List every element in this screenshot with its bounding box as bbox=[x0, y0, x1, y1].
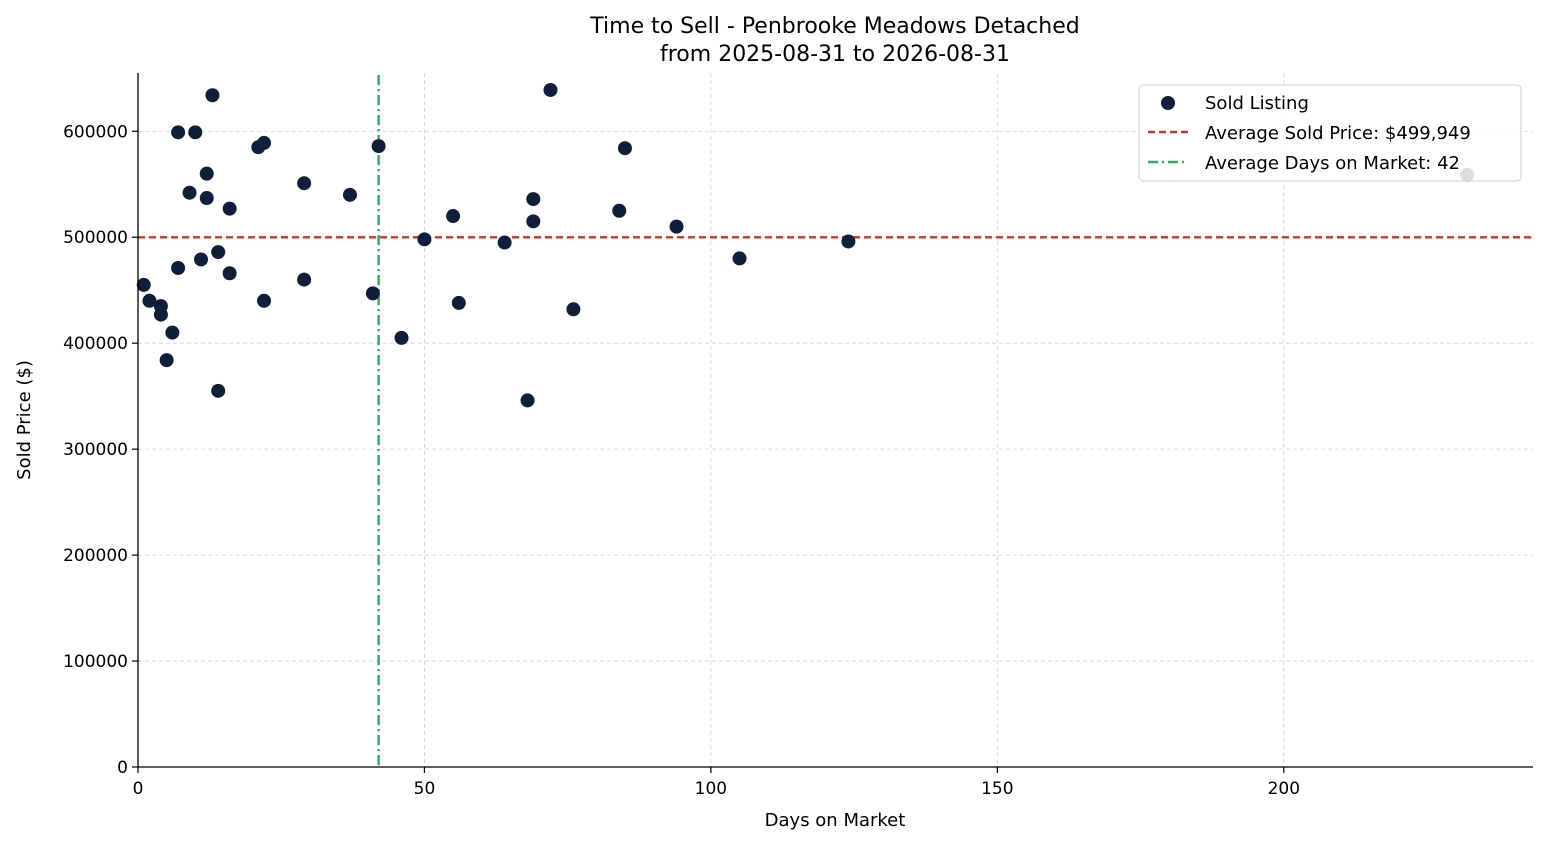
data-point bbox=[543, 82, 558, 97]
y-tick-label: 600000 bbox=[63, 122, 128, 142]
data-point bbox=[142, 293, 157, 308]
data-point bbox=[199, 166, 214, 181]
y-tick-label: 400000 bbox=[63, 334, 128, 354]
x-axis-ticks: 0 50 100 150 200 bbox=[133, 767, 1300, 799]
data-point bbox=[194, 252, 209, 267]
y-tick-label: 0 bbox=[117, 758, 128, 778]
data-point bbox=[257, 293, 272, 308]
data-point bbox=[222, 266, 237, 281]
data-point bbox=[669, 219, 684, 234]
data-point bbox=[451, 295, 466, 310]
data-point bbox=[446, 209, 461, 224]
chart-title: Time to Sell - Penbrooke Meadows Detache… bbox=[589, 14, 1079, 39]
data-point bbox=[211, 245, 226, 260]
y-axis-label: Sold Price ($) bbox=[14, 360, 35, 480]
data-point bbox=[205, 88, 220, 103]
x-tick-label: 0 bbox=[133, 779, 144, 799]
data-points bbox=[136, 82, 1475, 408]
x-tick-label: 150 bbox=[981, 779, 1013, 799]
data-point bbox=[365, 286, 380, 301]
data-point bbox=[136, 277, 151, 292]
data-point bbox=[841, 234, 856, 249]
data-point bbox=[171, 260, 186, 275]
data-point bbox=[171, 125, 186, 140]
data-point bbox=[617, 141, 632, 156]
chart-subtitle: from 2025-08-31 to 2026-08-31 bbox=[660, 42, 1010, 67]
y-tick-label: 200000 bbox=[63, 546, 128, 566]
x-axis-label: Days on Market bbox=[765, 810, 906, 831]
legend: Sold Listing Average Sold Price: $499,94… bbox=[1138, 84, 1522, 182]
legend-label-average-days: Average Days on Market: 42 bbox=[1205, 153, 1460, 174]
data-point bbox=[257, 135, 272, 150]
data-point bbox=[394, 330, 409, 345]
data-point bbox=[165, 325, 180, 340]
legend-label-average-price: Average Sold Price: $499,949 bbox=[1205, 123, 1471, 144]
data-point bbox=[153, 307, 168, 322]
y-tick-label: 500000 bbox=[63, 228, 128, 248]
data-point bbox=[342, 187, 357, 202]
data-point bbox=[297, 272, 312, 287]
data-point bbox=[497, 235, 512, 250]
data-point bbox=[188, 125, 203, 140]
x-tick-label: 50 bbox=[414, 779, 436, 799]
data-point bbox=[182, 185, 197, 200]
data-point bbox=[371, 139, 386, 154]
data-point bbox=[297, 176, 312, 191]
data-point bbox=[417, 232, 432, 247]
data-point bbox=[526, 192, 541, 207]
data-point bbox=[199, 191, 214, 206]
axes bbox=[137, 73, 1533, 768]
reference-lines bbox=[138, 75, 1533, 767]
data-point bbox=[732, 251, 747, 266]
data-point bbox=[520, 393, 535, 408]
data-point bbox=[211, 383, 226, 398]
data-point bbox=[566, 302, 581, 317]
y-axis-ticks: 0 100000 200000 300000 400000 500000 600000 bbox=[63, 122, 138, 778]
x-tick-label: 200 bbox=[1268, 779, 1300, 799]
x-tick-label: 100 bbox=[695, 779, 727, 799]
y-tick-label: 100000 bbox=[63, 652, 128, 672]
legend-box bbox=[1138, 84, 1522, 182]
data-point bbox=[159, 353, 174, 368]
y-tick-label: 300000 bbox=[63, 440, 128, 460]
data-point bbox=[612, 203, 627, 218]
legend-marker-sold-listing bbox=[1161, 96, 1175, 110]
data-point bbox=[526, 214, 541, 229]
data-point bbox=[222, 201, 237, 216]
legend-label-sold-listing: Sold Listing bbox=[1205, 93, 1309, 114]
